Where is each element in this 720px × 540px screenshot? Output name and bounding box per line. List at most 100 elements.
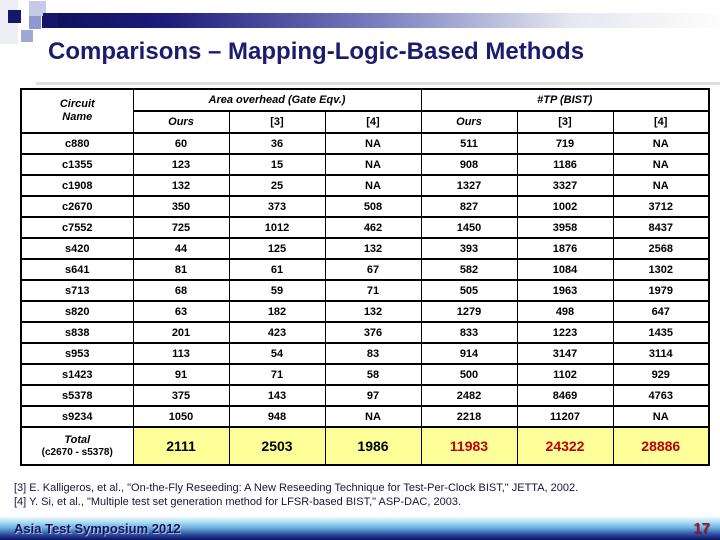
footer-bar: Asia Test Symposium 2012 17 [0, 516, 720, 540]
total-value-cell: 24322 [516, 426, 614, 466]
value-cell: 647 [612, 300, 710, 323]
value-cell: 393 [420, 237, 518, 260]
value-cell: 2568 [612, 237, 710, 260]
total-value-cell: 2503 [228, 426, 326, 466]
value-cell: 1002 [516, 195, 614, 218]
circuit-name-cell: s713 [20, 279, 134, 302]
value-cell: NA [324, 405, 422, 428]
reference-4: [4] Y. Si, et al., "Multiple test set ge… [14, 496, 462, 508]
value-cell: 376 [324, 321, 422, 344]
footer-conference-title: Asia Test Symposium 2012 [14, 520, 181, 536]
value-cell: 1084 [516, 258, 614, 281]
value-cell: 1223 [516, 321, 614, 344]
table-group-header-row: Circuit Name Area overhead (Gate Eqv.) #… [20, 88, 710, 134]
value-cell: 462 [324, 216, 422, 239]
value-cell: 1327 [420, 174, 518, 197]
value-cell: 125 [228, 237, 326, 260]
decor-gradient-bar [42, 13, 720, 28]
table-row: s953 113 54 83 914 3147 3114 [20, 342, 710, 365]
value-cell: 123 [132, 153, 230, 176]
reference-3: [3] E. Kalligeros, et al., "On-the-Fly R… [14, 482, 579, 494]
value-cell: NA [612, 132, 710, 155]
value-cell: 113 [132, 342, 230, 365]
total-value-cell: 1986 [324, 426, 422, 466]
slide-title: Comparisons – Mapping-Logic-Based Method… [48, 38, 585, 65]
decor-square [21, 30, 33, 42]
value-cell: 929 [612, 363, 710, 386]
circuit-header-line2: Name [62, 111, 93, 123]
value-cell: 4763 [612, 384, 710, 407]
value-cell: 201 [132, 321, 230, 344]
circuit-name-cell: s1423 [20, 363, 134, 386]
value-cell: 423 [228, 321, 326, 344]
value-cell: NA [612, 405, 710, 428]
circuit-name-cell: s838 [20, 321, 134, 344]
value-cell: 58 [324, 363, 422, 386]
circuit-name-cell: c7552 [20, 216, 134, 239]
total-label-cell: Total (c2670 - s5378) [20, 426, 134, 466]
value-cell: NA [324, 174, 422, 197]
table-row: s713 68 59 71 505 1963 1979 [20, 279, 710, 302]
table-sub-header-row: Ours [3] [4] Ours [3] [4] [21, 110, 710, 134]
value-cell: 71 [324, 279, 422, 302]
comparison-table: Circuit Name Area overhead (Gate Eqv.) #… [20, 88, 710, 466]
total-label-line1: Total [64, 433, 91, 446]
value-cell: 132 [324, 300, 422, 323]
sub-header-ref4-area: [4] [324, 110, 422, 134]
value-cell: 500 [420, 363, 518, 386]
value-cell: 132 [324, 237, 422, 260]
value-cell: 8437 [612, 216, 710, 239]
value-cell: 1450 [420, 216, 518, 239]
table-row: c2670 350 373 508 827 1002 3712 [20, 195, 710, 218]
value-cell: 91 [132, 363, 230, 386]
value-cell: 67 [324, 258, 422, 281]
value-cell: 15 [228, 153, 326, 176]
circuit-name-cell: s420 [20, 237, 134, 260]
circuit-name-cell: c880 [20, 132, 134, 155]
value-cell: 143 [228, 384, 326, 407]
value-cell: 2218 [420, 405, 518, 428]
total-label-line2: (c2670 - s5378) [41, 446, 113, 458]
value-cell: 68 [132, 279, 230, 302]
sub-header-ours-area: Ours [132, 110, 230, 134]
circuit-name-cell: c1908 [20, 174, 134, 197]
value-cell: 1979 [612, 279, 710, 302]
value-cell: 1302 [612, 258, 710, 281]
table-row: s641 81 61 67 582 1084 1302 [20, 258, 710, 281]
value-cell: 719 [516, 132, 614, 155]
value-cell: 914 [420, 342, 518, 365]
value-cell: 1050 [132, 405, 230, 428]
value-cell: 3147 [516, 342, 614, 365]
value-cell: 350 [132, 195, 230, 218]
value-cell: 25 [228, 174, 326, 197]
value-cell: 132 [132, 174, 230, 197]
value-cell: 1963 [516, 279, 614, 302]
value-cell: 908 [420, 153, 518, 176]
value-cell: 498 [516, 300, 614, 323]
value-cell: 59 [228, 279, 326, 302]
page-number: 17 [693, 519, 710, 537]
value-cell: 54 [228, 342, 326, 365]
circuit-header-line1: Circuit [59, 98, 95, 110]
total-value-cell: 11983 [420, 426, 518, 466]
sub-header-ours-tp: Ours [420, 110, 518, 134]
col-header-circuit-name: Circuit Name [20, 88, 134, 134]
value-cell: 1186 [516, 153, 614, 176]
value-cell: 60 [132, 132, 230, 155]
total-row: Total (c2670 - s5378) 2111 2503 1986 119… [20, 426, 710, 466]
value-cell: 3327 [516, 174, 614, 197]
circuit-name-cell: c2670 [20, 195, 134, 218]
value-cell: 1435 [612, 321, 710, 344]
value-cell: 375 [132, 384, 230, 407]
decor-square [8, 10, 21, 23]
table-row: s420 44 125 132 393 1876 2568 [20, 237, 710, 260]
value-cell: 827 [420, 195, 518, 218]
table-row: s5378 375 143 97 2482 8469 4763 [20, 384, 710, 407]
circuit-name-cell: s953 [20, 342, 134, 365]
value-cell: 1876 [516, 237, 614, 260]
value-cell: 8469 [516, 384, 614, 407]
title-divider [36, 82, 720, 85]
value-cell: 36 [228, 132, 326, 155]
value-cell: 833 [420, 321, 518, 344]
